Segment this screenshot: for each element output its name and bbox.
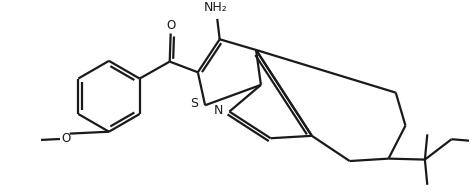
Text: S: S — [190, 97, 198, 110]
Text: NH₂: NH₂ — [204, 1, 228, 14]
Text: N: N — [214, 104, 223, 117]
Text: O: O — [166, 19, 175, 32]
Text: O: O — [61, 133, 71, 146]
